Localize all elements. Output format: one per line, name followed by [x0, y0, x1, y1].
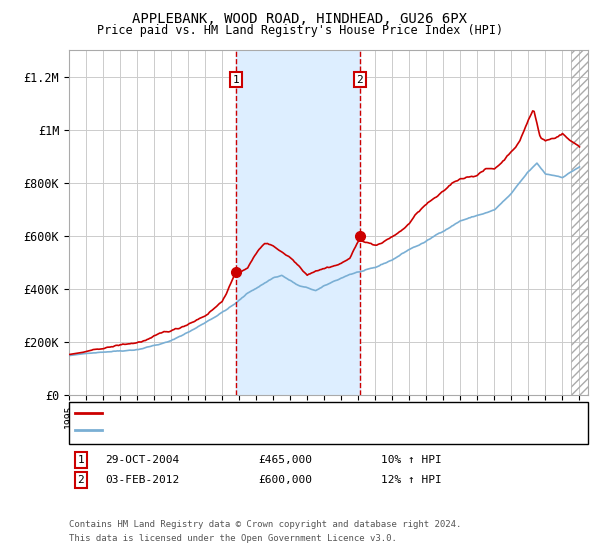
Text: Price paid vs. HM Land Registry's House Price Index (HPI): Price paid vs. HM Land Registry's House … — [97, 24, 503, 37]
Text: £465,000: £465,000 — [258, 455, 312, 465]
Text: 29-OCT-2004: 29-OCT-2004 — [105, 455, 179, 465]
Text: HPI: Average price, detached house, Waverley: HPI: Average price, detached house, Wave… — [106, 425, 381, 435]
Text: 2: 2 — [77, 475, 85, 485]
Text: Contains HM Land Registry data © Crown copyright and database right 2024.: Contains HM Land Registry data © Crown c… — [69, 520, 461, 529]
Text: 2: 2 — [356, 74, 363, 85]
Bar — [236, 50, 360, 395]
Text: APPLEBANK, WOOD ROAD, HINDHEAD, GU26 6PX (detached house): APPLEBANK, WOOD ROAD, HINDHEAD, GU26 6PX… — [106, 408, 463, 418]
Text: 12% ↑ HPI: 12% ↑ HPI — [381, 475, 442, 485]
Text: 03-FEB-2012: 03-FEB-2012 — [105, 475, 179, 485]
Text: £600,000: £600,000 — [258, 475, 312, 485]
Text: 1: 1 — [233, 74, 239, 85]
Bar — [571, 50, 588, 395]
Text: This data is licensed under the Open Government Licence v3.0.: This data is licensed under the Open Gov… — [69, 534, 397, 543]
Text: 1: 1 — [77, 455, 85, 465]
Text: APPLEBANK, WOOD ROAD, HINDHEAD, GU26 6PX: APPLEBANK, WOOD ROAD, HINDHEAD, GU26 6PX — [133, 12, 467, 26]
Text: 10% ↑ HPI: 10% ↑ HPI — [381, 455, 442, 465]
